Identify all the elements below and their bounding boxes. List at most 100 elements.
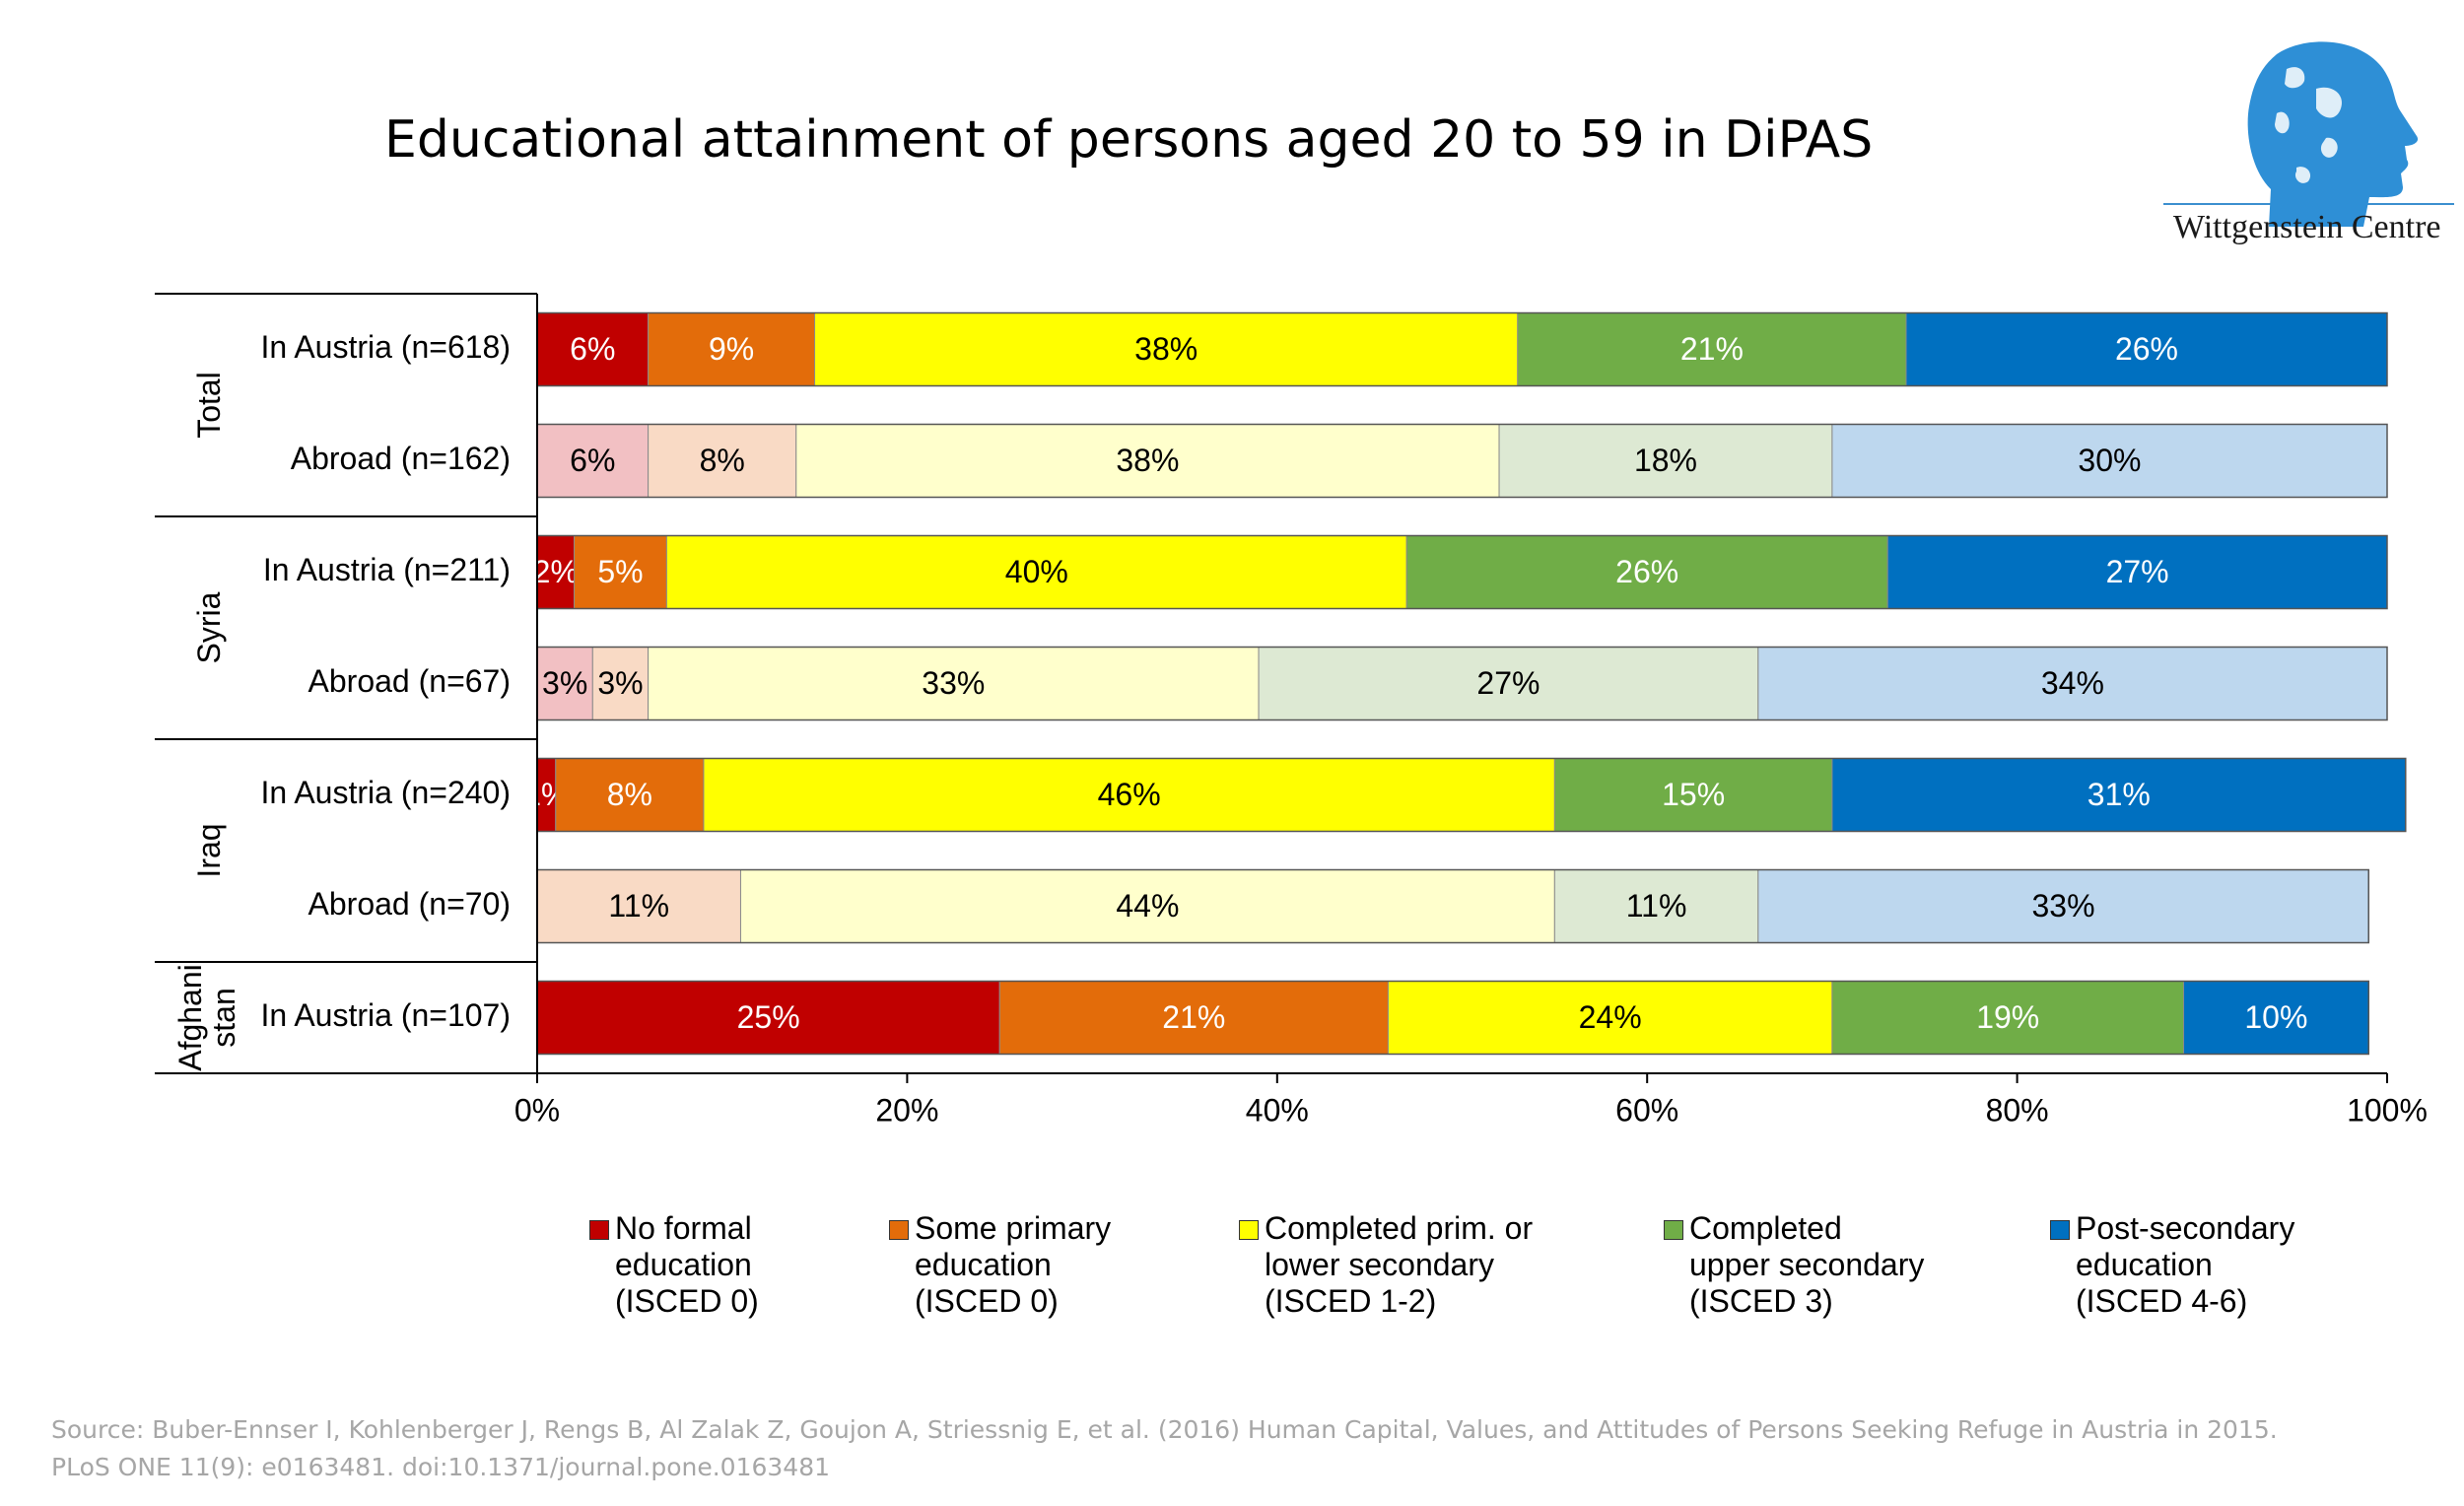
data-label: 27% — [1476, 665, 1540, 701]
bar-segment — [536, 981, 1000, 1055]
data-label: 3% — [597, 665, 643, 701]
data-label: 30% — [2078, 443, 2141, 478]
globe-head-icon — [2247, 41, 2419, 227]
legend-label-line: (ISCED 3) — [1689, 1283, 1833, 1319]
x-tick-label: 40% — [1246, 1092, 1309, 1128]
legend-label-line: Post-secondary — [2076, 1210, 2295, 1246]
legend-label: No formal education (ISCED 0) — [615, 1210, 911, 1320]
row-label: Abroad (n=70) — [308, 886, 511, 922]
data-label: 18% — [1634, 443, 1697, 478]
data-label: 11% — [1626, 888, 1687, 924]
legend-label-line: education — [615, 1247, 752, 1282]
row-label: Abroad (n=162) — [291, 441, 511, 476]
stacked-bar-chart: In Austria (n=618) 6% 9% 38% 21% 26% Abroad (n… — [155, 293, 2428, 1128]
bar-segment — [536, 869, 741, 943]
x-tick-label: 80% — [1986, 1092, 2049, 1128]
data-label: 5% — [597, 554, 643, 589]
source-citation: Source: Buber-Ennser I, Kohlenberger J, … — [51, 1411, 2278, 1486]
data-label: 46% — [1098, 777, 1161, 812]
legend-label: Some primary education (ISCED 0) — [915, 1210, 1210, 1320]
source-line-1: Source: Buber-Ennser I, Kohlenberger J, … — [51, 1415, 2278, 1444]
row-label: In Austria (n=240) — [261, 775, 511, 810]
bar-segment — [648, 647, 1260, 720]
legend-label-line: (ISCED 4-6) — [2076, 1283, 2248, 1319]
data-label: 8% — [607, 777, 652, 812]
data-label: 38% — [1116, 443, 1179, 478]
data-label: 33% — [2032, 888, 2095, 924]
data-label: 38% — [1134, 331, 1198, 367]
bar-segment — [1757, 869, 2369, 943]
data-label: 40% — [1005, 554, 1068, 589]
legend-swatch — [589, 1220, 609, 1240]
bar-segment — [536, 424, 650, 498]
bar-segment — [2183, 981, 2369, 1055]
data-label: 21% — [1162, 999, 1225, 1035]
legend-item: Some primary education (ISCED 0) — [889, 1210, 1210, 1320]
data-label: 6% — [570, 443, 615, 478]
legend-item: No formal education (ISCED 0) — [589, 1210, 911, 1320]
bar-segment — [536, 647, 593, 720]
bar-segment — [648, 424, 797, 498]
bar-segment — [1553, 758, 1833, 832]
bar-segment — [536, 535, 576, 609]
x-tick-label: 60% — [1615, 1092, 1678, 1128]
legend-label: Completed prim. or lower secondary (ISCED … — [1265, 1210, 1560, 1320]
data-label: 10% — [2244, 999, 2307, 1035]
data-label: 19% — [1976, 999, 2039, 1035]
legend-label: Post-secondary education (ISCED 4-6) — [2076, 1210, 2371, 1320]
legend-label-line: (ISCED 0) — [915, 1283, 1059, 1319]
row-label: In Austria (n=618) — [261, 329, 511, 365]
x-tick-label: 100% — [2347, 1092, 2428, 1128]
legend-label-line: Some primary — [915, 1210, 1112, 1246]
data-label: 9% — [709, 331, 754, 367]
bar-segment — [536, 312, 650, 386]
legend-label: Completed upper secondary (ISCED 3) — [1689, 1210, 1985, 1320]
legend-label-line: Completed — [1689, 1210, 1842, 1246]
data-label: 27% — [2106, 554, 2169, 589]
legend-label-line: education — [2076, 1247, 2213, 1282]
data-label: 44% — [1116, 888, 1179, 924]
legend-label-line: lower secondary — [1265, 1247, 1494, 1282]
row-label: In Austria (n=211) — [263, 552, 511, 587]
source-line-2: PLoS ONE 11(9): e0163481. doi:10.1371/jo… — [51, 1453, 831, 1481]
group-label: Afghanistan — [172, 964, 241, 1071]
bar-segment — [1517, 312, 1907, 386]
bar-segment — [1757, 647, 2388, 720]
row-label: In Austria (n=107) — [261, 997, 511, 1033]
data-label: 15% — [1662, 777, 1725, 812]
bar-segment — [703, 758, 1555, 832]
data-label: 25% — [737, 999, 800, 1035]
data-label: 33% — [922, 665, 985, 701]
bar-segment — [1553, 869, 1759, 943]
group-label: Total — [191, 372, 227, 439]
legend-label-line: No formal — [615, 1210, 752, 1246]
x-tick-label: 0% — [514, 1092, 560, 1128]
data-label: 24% — [1579, 999, 1642, 1035]
legend-label-line: (ISCED 0) — [615, 1283, 759, 1319]
group-label: Iraq — [191, 823, 227, 877]
row-label: Abroad (n=67) — [308, 663, 511, 699]
data-label: 26% — [1615, 554, 1678, 589]
legend-swatch — [1239, 1220, 1259, 1240]
legend-label-line: Completed prim. or — [1265, 1210, 1534, 1246]
legend-item: Completed upper secondary (ISCED 3) — [1664, 1210, 1985, 1320]
bar-segment — [1387, 981, 1833, 1055]
data-label: 6% — [570, 331, 615, 367]
bar-segment — [795, 424, 1500, 498]
legend-item: Post-secondary education (ISCED 4-6) — [2050, 1210, 2371, 1320]
bar-segment — [1258, 647, 1759, 720]
legend-swatch — [2050, 1220, 2070, 1240]
data-label: 8% — [700, 443, 745, 478]
chart-title: Educational attainment of persons aged 2… — [384, 110, 1874, 170]
data-label: 11% — [608, 888, 669, 924]
data-label: 34% — [2041, 665, 2104, 701]
legend-label-line: education — [915, 1247, 1052, 1282]
group-label: Syria — [191, 591, 227, 663]
bar-segment — [555, 758, 705, 832]
data-label: 26% — [2115, 331, 2178, 367]
legend-label-line: upper secondary — [1689, 1247, 1925, 1282]
legend-item: Completed prim. or lower secondary (ISCED … — [1239, 1210, 1560, 1320]
bar-segment — [1405, 535, 1888, 609]
data-label: 31% — [2088, 777, 2151, 812]
data-label: 2% — [533, 554, 579, 589]
